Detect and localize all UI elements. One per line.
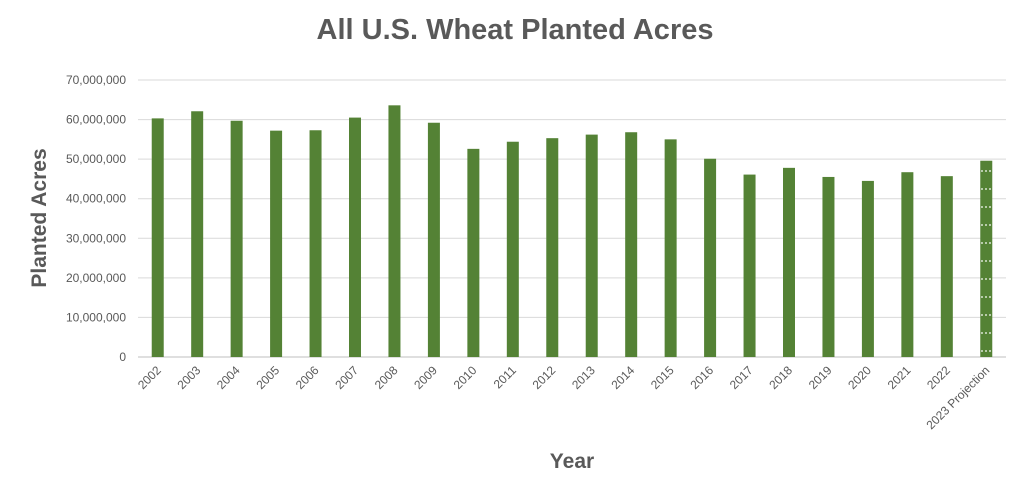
x-tick-label: 2014 <box>609 363 638 392</box>
bar-2002 <box>151 118 164 358</box>
bar-2005 <box>270 130 283 357</box>
x-tick-label: 2010 <box>451 363 480 392</box>
bar-2012 <box>546 138 559 357</box>
x-tick-label: 2013 <box>569 363 598 392</box>
x-tick-label: 2003 <box>175 363 204 392</box>
x-tick-label: 2011 <box>491 363 519 391</box>
chart-title: All U.S. Wheat Planted Acres <box>316 14 714 46</box>
bar-2004 <box>230 120 243 357</box>
bar-2009 <box>427 122 440 357</box>
x-tick-label: 2019 <box>806 363 835 392</box>
y-tick-label: 10,000,000 <box>66 310 126 324</box>
y-tick-label: 60,000,000 <box>66 113 126 127</box>
bar-2019 <box>822 176 835 357</box>
bar-2008 <box>388 105 401 357</box>
x-tick-label: 2004 <box>214 363 243 392</box>
x-tick-label: 2015 <box>648 363 677 392</box>
x-axis-label: Year <box>549 450 595 473</box>
x-tick-label: 2016 <box>687 363 716 392</box>
bar-2003 <box>191 111 204 357</box>
x-tick-label: 2006 <box>293 363 322 392</box>
bar-2022 <box>940 176 953 357</box>
gridlines <box>138 79 1006 358</box>
x-tick-label: 2012 <box>530 363 559 392</box>
x-tick-label: 2007 <box>332 363 361 392</box>
x-tick-label: 2008 <box>372 363 401 392</box>
x-tick-label: 2017 <box>727 363 756 392</box>
bar-2020 <box>861 180 874 357</box>
bar-2016 <box>704 158 717 357</box>
bar-2013 <box>585 134 598 357</box>
y-tick-label: 50,000,000 <box>66 152 126 166</box>
x-tick-labels: 2002 2003 2004 2005 2006 2007 2008 2009 2010 2011… <box>135 363 992 432</box>
bar-2015 <box>664 139 677 357</box>
bar-2021 <box>901 172 914 357</box>
bar-2014 <box>625 132 638 357</box>
x-tick-label: 2002 <box>135 363 164 392</box>
x-tick-label: 2018 <box>766 363 795 392</box>
bar-2023-projection <box>980 160 993 357</box>
bars <box>151 105 993 358</box>
bar-2017 <box>743 174 756 357</box>
x-tick-label: 2020 <box>845 363 874 392</box>
y-tick-label: 0 <box>119 350 126 364</box>
y-tick-label: 30,000,000 <box>66 231 126 245</box>
bar-2007 <box>349 117 361 357</box>
y-tick-label: 70,000,000 <box>66 73 126 87</box>
bar-2006 <box>309 130 322 357</box>
bar-2011 <box>506 141 519 357</box>
x-tick-label: 2021 <box>885 363 914 392</box>
y-tick-labels: 0 10,000,000 20,000,000 30,000,000 40,000,00… <box>66 73 126 364</box>
x-tick-label: 2009 <box>411 363 440 392</box>
x-tick-label: 2005 <box>253 363 282 392</box>
bar-2018 <box>783 167 795 357</box>
y-tick-label: 20,000,000 <box>66 271 126 285</box>
x-tick-label: 2022 <box>924 363 953 392</box>
bar-2010 <box>467 148 480 357</box>
y-tick-label: 40,000,000 <box>66 192 126 206</box>
